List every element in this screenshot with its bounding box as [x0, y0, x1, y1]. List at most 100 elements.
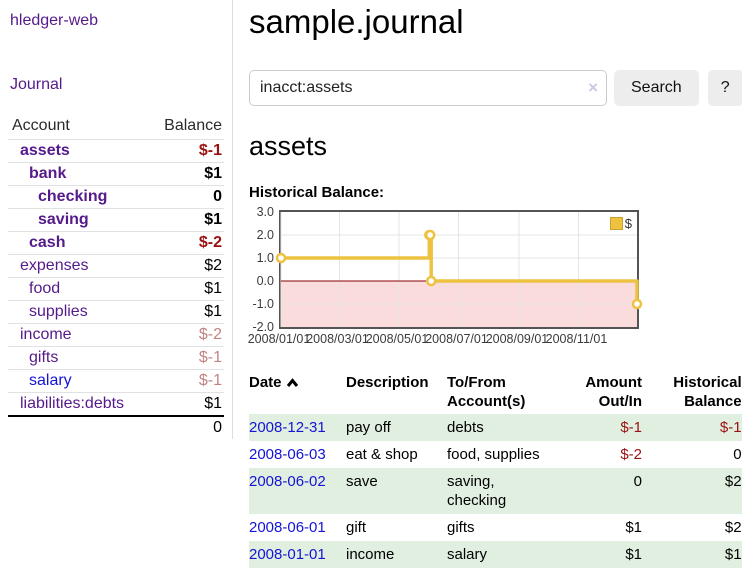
account-link[interactable]: expenses — [20, 257, 89, 274]
y-tick-label: -1.0 — [252, 297, 274, 311]
account-row: income $-2 — [8, 323, 224, 347]
register-row: 2008-06-03 eat & shop food, supplies $-2 0 — [249, 441, 742, 468]
search-row: × Search ? — [249, 70, 742, 106]
account-balance: $1 — [148, 162, 224, 186]
sidebar-item-journal[interactable]: Journal — [10, 76, 63, 93]
account-link[interactable]: supplies — [29, 303, 88, 320]
account-link[interactable]: gifts — [29, 349, 59, 366]
accounts-cell: debts — [447, 419, 484, 436]
account-row: food $1 — [8, 277, 224, 301]
account-balance: $-1 — [148, 346, 224, 370]
account-row: expenses $2 — [8, 254, 224, 278]
main-content: sample.journal × Search ? assets Histori… — [233, 0, 742, 568]
account-name-cell: saving — [8, 208, 149, 232]
description-cell: pay off — [346, 419, 391, 436]
x-tick-label: 2008/07/01 — [425, 332, 488, 346]
legend-label: $ — [624, 216, 632, 231]
date-cell: 2008-12-31 — [249, 414, 346, 441]
description-cell: income — [346, 546, 395, 563]
description-cell: gift — [346, 519, 367, 536]
account-name-cell: supplies — [8, 300, 149, 324]
chart-x-labels: 2008/01/01 2008/03/01 2008/05/01 2008/07/01… — [248, 332, 742, 349]
register-header-label: Amount Out/In — [585, 374, 642, 410]
help-button[interactable]: ? — [707, 70, 742, 106]
register-header-label: Historical Balance — [673, 374, 742, 410]
account-link[interactable]: cash — [29, 234, 66, 251]
register-header-label: Date — [249, 374, 282, 391]
x-tick-label: 2008/09/01 — [485, 332, 549, 346]
account-link[interactable]: saving — [38, 211, 89, 228]
chart-legend: $ — [607, 215, 634, 232]
account-row: supplies $1 — [8, 300, 224, 324]
accounts-cell: gifts — [447, 519, 475, 536]
account-row: assets $-1 — [8, 139, 224, 163]
account-balance: $-1 — [148, 369, 224, 393]
account-link[interactable]: liabilities:debts — [20, 395, 125, 412]
account-link[interactable]: assets — [20, 142, 70, 159]
chart-title: Historical Balance: — [249, 184, 385, 201]
register-header-date[interactable]: Date — [249, 371, 346, 414]
account-link[interactable]: salary — [29, 372, 72, 389]
x-tick-label: 2008/01/01 — [247, 332, 311, 346]
accounts-cell: saving, checking — [447, 473, 507, 509]
amount-cell: $1 — [625, 546, 642, 563]
account-name-cell: gifts — [8, 346, 149, 370]
x-tick-label: 2008/03/01 — [306, 332, 369, 346]
register-row: 2008-06-01 gift gifts $1 $2 — [249, 514, 742, 541]
register-row: 2008-12-31 pay off debts $-1 $-1 — [249, 414, 742, 441]
accounts-header-row: Account Balance — [8, 114, 224, 140]
y-tick-label: 3.0 — [256, 205, 274, 219]
legend-swatch-icon — [609, 217, 623, 230]
account-link[interactable]: checking — [38, 188, 108, 205]
account-balance: $1 — [148, 208, 224, 232]
register-table-body: 2008-12-31 pay off debts $-1 $-1 2008-06-03 ea… — [249, 414, 742, 568]
accounts-cell: food, supplies — [447, 446, 540, 463]
account-row: salary $-1 — [8, 369, 224, 393]
accounts-header-account: Account — [12, 117, 70, 134]
balance-cell: $1 — [724, 546, 742, 563]
date-link[interactable]: 2008-06-03 — [249, 446, 326, 463]
account-heading: assets — [249, 131, 328, 161]
account-link[interactable]: income — [20, 326, 72, 343]
accounts-total-row: 0 — [8, 415, 224, 439]
date-link[interactable]: 2008-06-01 — [249, 519, 326, 536]
account-balance: $-2 — [148, 231, 224, 255]
accounts-table-body: assets $-1 bank $1 checking 0 saving $1 cash $-2 e… — [8, 139, 224, 439]
accounts-total-balance: 0 — [148, 415, 224, 439]
balance-cell: $2 — [724, 519, 742, 536]
chart-plot: $ — [275, 210, 643, 329]
y-tick-label: 1.0 — [256, 251, 274, 265]
search-button[interactable]: Search — [614, 70, 699, 106]
account-name-cell: expenses — [8, 254, 149, 278]
account-name-cell: assets — [8, 139, 149, 163]
account-balance: $-1 — [148, 139, 224, 163]
account-balance: $-2 — [148, 323, 224, 347]
date-link[interactable]: 2008-12-31 — [249, 419, 326, 436]
date-cell: 2008-06-01 — [249, 514, 346, 541]
register-header-row: Date Description To/From Account(s) Amount … — [249, 371, 742, 414]
amount-cell: 0 — [633, 473, 642, 490]
brand-link[interactable]: hledger-web — [10, 12, 99, 29]
description-cell: save — [346, 473, 378, 490]
date-link[interactable]: 2008-01-01 — [249, 546, 326, 563]
accounts-table: Account Balance assets $-1 bank $1 checking 0… — [8, 114, 224, 439]
balance-chart-svg — [275, 212, 643, 327]
register-header-to-from-account-s-: To/From Account(s) — [447, 371, 559, 414]
account-name-cell: food — [8, 277, 149, 301]
search-input[interactable] — [249, 70, 607, 106]
account-balance: $1 — [148, 392, 224, 416]
balance-cell: $-1 — [719, 419, 742, 436]
date-cell: 2008-01-01 — [249, 541, 346, 568]
register-header-description: Description — [346, 371, 447, 414]
clear-search-icon[interactable]: × — [588, 78, 598, 98]
date-link[interactable]: 2008-06-02 — [249, 473, 326, 490]
register-header-label: To/From Account(s) — [447, 374, 526, 410]
account-link[interactable]: bank — [29, 165, 67, 182]
account-name-cell: checking — [8, 185, 149, 209]
account-name-cell: bank — [8, 162, 149, 186]
account-link[interactable]: food — [29, 280, 61, 297]
sort-chevron-up-icon — [286, 378, 298, 387]
balance-cell: $2 — [724, 473, 742, 490]
account-balance: $1 — [148, 277, 224, 301]
y-tick-label: 2.0 — [256, 228, 274, 242]
